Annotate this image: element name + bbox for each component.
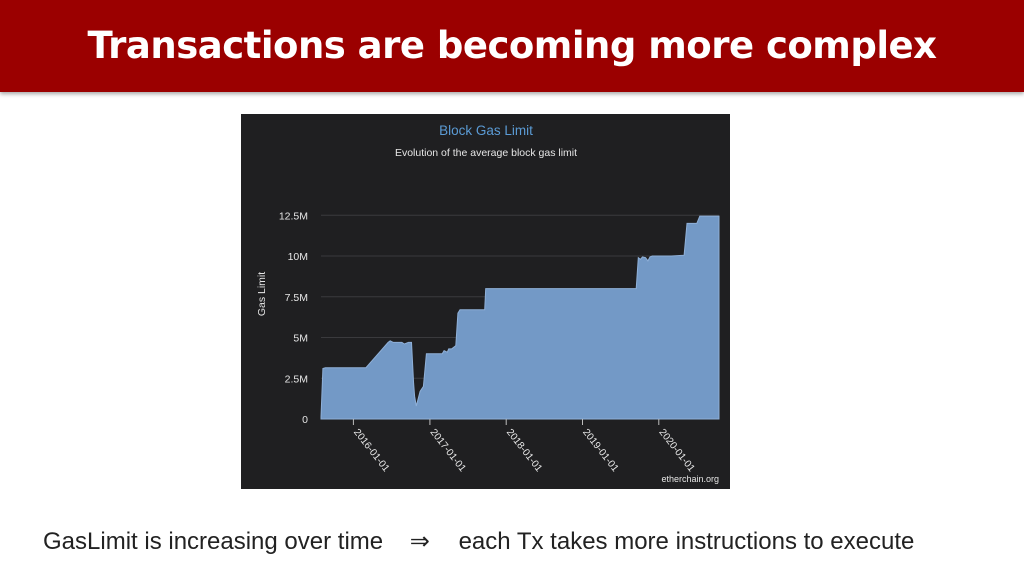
y-tick-label: 12.5M (279, 210, 308, 222)
implies-arrow: ⇒ (409, 528, 430, 555)
y-tick-labels: 0 2.5M 5M 7.5M 10M 12.5M (279, 210, 308, 426)
y-tick-label: 2.5M (285, 373, 308, 385)
x-tick-label: 2019-01-01 (580, 427, 620, 474)
chart-panel: Block Gas Limit Evolution of the average… (241, 114, 730, 489)
x-tick-label: 2017-01-01 (428, 427, 468, 474)
caption-left: GasLimit is increasing over time (43, 528, 384, 555)
gas-limit-area (320, 215, 720, 420)
chart-subtitle: Evolution of the average block gas limit (395, 147, 577, 159)
caption: GasLimit is increasing over time ⇒ each … (43, 527, 914, 556)
x-tick-label: 2018-01-01 (504, 427, 544, 474)
source-label: etherchain.org (661, 474, 719, 484)
y-tick-label: 0 (302, 414, 308, 426)
title-bar: Transactions are becoming more complex (0, 0, 1024, 92)
y-tick-label: 10M (288, 251, 308, 263)
x-tick-labels: 2016-01-01 2017-01-01 2018-01-01 2019-01-01… (351, 419, 697, 475)
gas-limit-chart: Block Gas Limit Evolution of the average… (256, 123, 720, 484)
y-tick-label: 7.5M (285, 292, 308, 304)
x-tick-label: 2020-01-01 (656, 427, 696, 474)
chart-title: Block Gas Limit (439, 123, 533, 138)
slide-title: Transactions are becoming more complex (87, 24, 937, 67)
x-tick-label: 2016-01-01 (351, 427, 391, 474)
caption-right: each Tx takes more instructions to execu… (458, 528, 915, 555)
y-axis-label: Gas Limit (256, 272, 268, 316)
y-tick-label: 5M (293, 333, 308, 345)
